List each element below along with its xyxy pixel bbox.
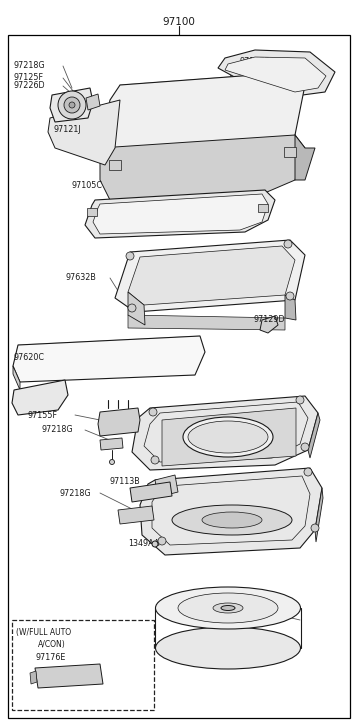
Polygon shape [13, 366, 20, 390]
Polygon shape [118, 506, 154, 524]
Bar [87, 208, 97, 216]
Polygon shape [30, 671, 37, 684]
Polygon shape [308, 413, 320, 458]
Circle shape [158, 537, 166, 545]
Circle shape [311, 524, 319, 532]
Text: 97218G: 97218G [60, 489, 92, 497]
Text: 97100: 97100 [163, 17, 195, 27]
Circle shape [284, 240, 292, 248]
Polygon shape [315, 488, 323, 542]
Ellipse shape [188, 421, 268, 453]
Circle shape [128, 304, 136, 312]
Polygon shape [285, 295, 296, 320]
Polygon shape [260, 316, 278, 333]
Text: 97127F: 97127F [240, 57, 270, 66]
Circle shape [296, 396, 304, 404]
Circle shape [64, 97, 80, 113]
Ellipse shape [213, 603, 243, 613]
Text: 97176E: 97176E [35, 654, 65, 662]
Polygon shape [128, 246, 295, 305]
Circle shape [126, 252, 134, 260]
Text: 97155F: 97155F [27, 411, 57, 419]
Text: 97125F: 97125F [14, 73, 44, 82]
Circle shape [156, 480, 164, 488]
Circle shape [69, 102, 75, 108]
Polygon shape [100, 72, 305, 168]
Text: (W/FULL AUTO: (W/FULL AUTO [16, 629, 71, 638]
Polygon shape [218, 50, 335, 96]
Polygon shape [48, 100, 120, 165]
Ellipse shape [202, 512, 262, 528]
Polygon shape [140, 468, 322, 555]
Polygon shape [132, 396, 318, 470]
Ellipse shape [178, 593, 278, 623]
Ellipse shape [155, 627, 300, 669]
Bar [258, 204, 268, 212]
Polygon shape [100, 135, 305, 200]
Polygon shape [144, 402, 308, 462]
Ellipse shape [155, 587, 300, 629]
Circle shape [149, 408, 157, 416]
Text: 97113B: 97113B [110, 476, 141, 486]
Text: 97218G: 97218G [14, 62, 46, 71]
Polygon shape [225, 57, 326, 92]
Polygon shape [128, 292, 145, 325]
Polygon shape [162, 408, 296, 466]
Circle shape [58, 91, 86, 119]
Bar [12, 620, 154, 710]
Polygon shape [128, 315, 285, 330]
Bar [284, 147, 296, 157]
Polygon shape [85, 190, 275, 238]
Text: 1349AA: 1349AA [128, 539, 159, 547]
Text: 97121H: 97121H [258, 273, 289, 283]
Circle shape [301, 443, 309, 451]
Polygon shape [12, 380, 68, 415]
Text: 97109C: 97109C [258, 496, 289, 505]
Circle shape [286, 292, 294, 300]
Text: 97109A: 97109A [258, 411, 289, 419]
Ellipse shape [183, 417, 273, 457]
Polygon shape [50, 88, 93, 122]
Polygon shape [155, 475, 178, 497]
Polygon shape [98, 408, 140, 436]
Text: A/CON): A/CON) [38, 640, 66, 649]
Circle shape [145, 513, 151, 519]
Text: 97226D: 97226D [14, 81, 46, 90]
Polygon shape [35, 664, 103, 688]
Text: 97632B: 97632B [65, 273, 96, 283]
Circle shape [109, 459, 115, 465]
Polygon shape [295, 135, 315, 180]
Polygon shape [130, 482, 172, 502]
Polygon shape [93, 194, 268, 234]
Text: 97121J: 97121J [53, 126, 81, 134]
Text: 97620C: 97620C [14, 353, 45, 361]
Circle shape [152, 541, 158, 547]
Ellipse shape [172, 505, 292, 535]
Polygon shape [100, 438, 123, 450]
Circle shape [151, 456, 159, 464]
Circle shape [304, 468, 312, 476]
Bar [109, 160, 121, 170]
Text: 97218G: 97218G [42, 425, 74, 435]
Polygon shape [152, 476, 310, 545]
Polygon shape [115, 240, 305, 312]
Polygon shape [13, 336, 205, 382]
Text: 97105C: 97105C [72, 180, 103, 190]
Text: 97129D: 97129D [254, 316, 286, 324]
Polygon shape [86, 94, 100, 110]
Text: 97116: 97116 [240, 606, 265, 614]
Ellipse shape [221, 606, 235, 611]
